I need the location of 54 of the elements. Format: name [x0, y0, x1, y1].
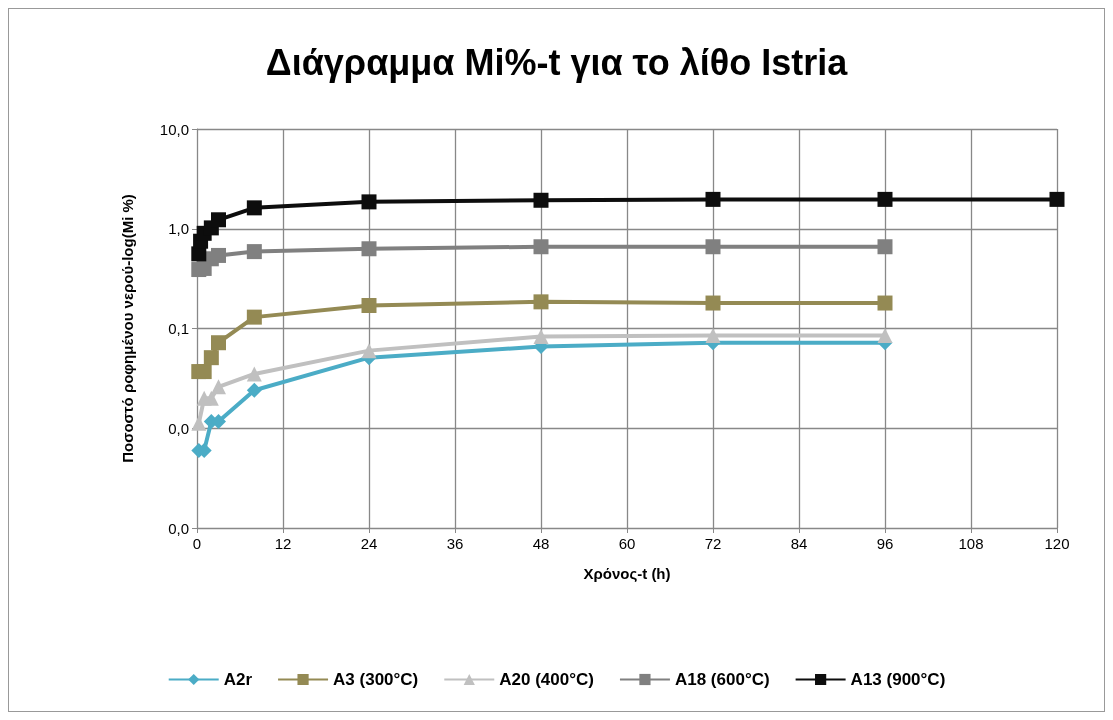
point [211, 247, 226, 263]
point [246, 244, 262, 260]
x-tick-label: 120 [1044, 535, 1070, 552]
point [1049, 191, 1065, 207]
x-tick-label: 48 [532, 535, 550, 552]
point [211, 335, 226, 351]
y-tick-label: 0,0 [168, 519, 189, 537]
point [246, 200, 262, 216]
point [203, 390, 219, 406]
legend-label: A18 (600°C) [674, 670, 770, 689]
point [533, 192, 549, 208]
point [705, 191, 721, 207]
point [705, 239, 721, 255]
point [533, 239, 549, 255]
x-tick-label: 12 [274, 535, 292, 552]
x-tick-label: 96 [876, 535, 894, 552]
point [246, 366, 262, 382]
x-tick-label: 108 [958, 535, 984, 552]
legend-label: A20 (400°C) [499, 670, 594, 689]
point [191, 415, 207, 431]
point [196, 364, 212, 380]
chart-title: Διάγραμμα Mi%-t για το λίθο Istria [265, 41, 849, 83]
x-tick-label: 60 [618, 535, 636, 552]
point [705, 328, 721, 344]
point [246, 382, 262, 398]
point [533, 329, 549, 345]
y-tick-label: 0,0 [168, 419, 189, 437]
legend-label: A3 (300°C) [333, 670, 419, 689]
y-tick-label: 0,1 [168, 320, 189, 337]
x-tick-label: 36 [446, 535, 464, 552]
point [361, 194, 377, 210]
point [533, 294, 549, 310]
point [361, 298, 377, 314]
y-tick-label: 1,0 [168, 220, 189, 238]
point [246, 309, 262, 325]
point [877, 191, 893, 207]
point [877, 239, 893, 255]
point [877, 328, 893, 344]
legend-label: A2r [223, 670, 253, 689]
point [203, 350, 219, 366]
point [361, 241, 377, 257]
point [877, 295, 893, 311]
y-axis-title: Ποσοστό ροφημένου νερού-log(Mi %) [118, 194, 136, 463]
y-tick-label: 10,0 [159, 120, 189, 138]
x-tick-label: 24 [360, 535, 378, 552]
point [705, 295, 721, 311]
legend-label: A13 (900°C) [850, 670, 946, 689]
x-tick-label: 72 [704, 535, 722, 552]
point [361, 343, 377, 359]
x-tick-label: 0 [192, 535, 202, 552]
x-axis-title: Χρόνος-t (h) [583, 564, 671, 582]
point [211, 379, 226, 395]
x-tick-label: 84 [790, 535, 808, 552]
point [211, 212, 226, 228]
